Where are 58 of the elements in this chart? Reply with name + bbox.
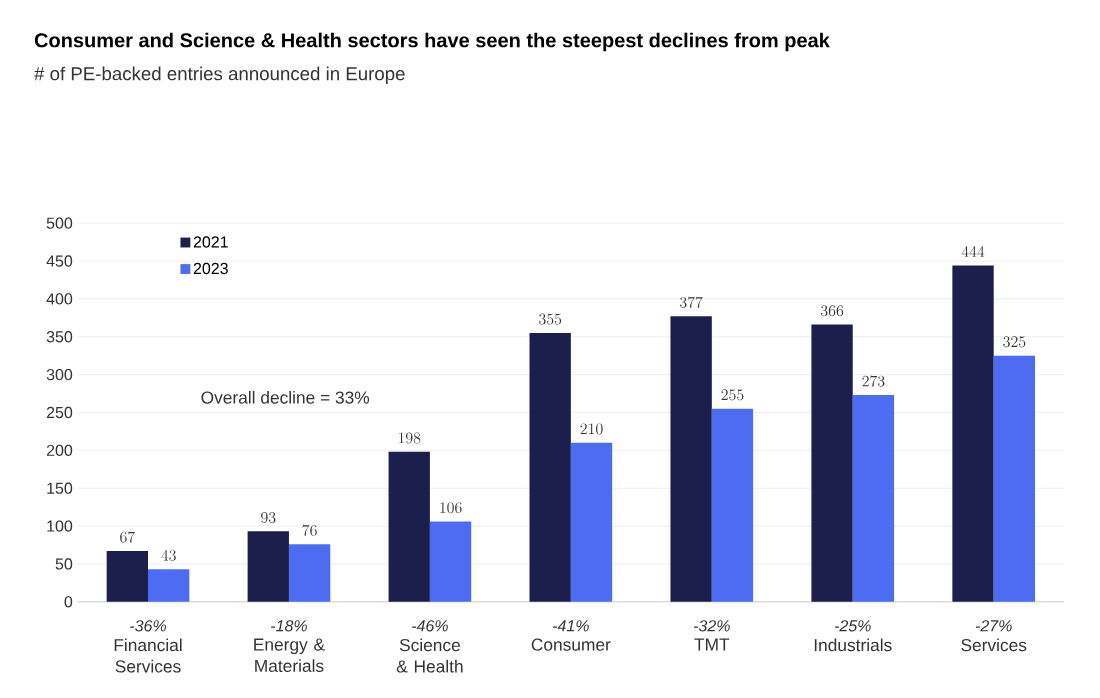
bar <box>811 324 853 602</box>
data-label: 76 <box>302 524 317 536</box>
y-tick-label: 250 <box>46 406 73 419</box>
bar <box>529 332 571 602</box>
text: -25% <box>834 620 871 632</box>
data-label: 273 <box>862 375 885 387</box>
bar <box>711 408 754 602</box>
x-tick-label: Consumer <box>531 638 611 651</box>
data-label: 444 <box>961 246 985 257</box>
y-tick-label: 350 <box>46 331 73 343</box>
y-tick-label: 300 <box>46 368 73 381</box>
y-tick-label: 200 <box>46 444 73 456</box>
text: -46% <box>412 620 448 632</box>
data-label: 255 <box>721 389 744 401</box>
data-label: 93 <box>261 512 276 523</box>
data-label: 198 <box>398 432 421 444</box>
data-label: 210 <box>580 423 603 435</box>
legend-label: 2023 <box>193 262 228 275</box>
x-tick-label: Science & Health <box>396 638 463 673</box>
text: -32% <box>693 620 730 632</box>
y-tick-label: 0 <box>64 596 73 608</box>
bar <box>148 569 190 602</box>
bar <box>670 316 712 602</box>
bar <box>247 531 289 602</box>
x-tick-label: Industrials <box>814 638 892 652</box>
bar <box>570 442 613 602</box>
x-tick-label: Financial Services <box>114 638 182 673</box>
text: -18% <box>271 620 307 632</box>
bar <box>388 451 430 602</box>
data-label: 366 <box>820 305 844 317</box>
data-label: 325 <box>1003 336 1026 348</box>
data-label: 43 <box>161 549 176 561</box>
annotation: Overall decline = 33% <box>201 390 370 404</box>
text: -41% <box>552 620 589 632</box>
y-tick-label: 50 <box>55 558 73 570</box>
bar <box>952 265 994 602</box>
data-label: 377 <box>680 296 703 308</box>
chart-subtitle: # of PE-backed entries announced in Europe <box>34 66 405 85</box>
y-tick-label: 400 <box>46 293 73 305</box>
data-label: 106 <box>440 502 462 514</box>
data-label: 355 <box>539 313 562 325</box>
bar <box>852 395 895 602</box>
x-tick-label: TMT <box>694 638 730 651</box>
data-label: 67 <box>120 531 135 543</box>
x-tick-label: Energy & Materials <box>254 638 325 673</box>
text: -36% <box>130 620 166 632</box>
x-tick-label: Services <box>961 638 1027 652</box>
y-tick-label: 450 <box>46 255 73 267</box>
y-tick-label: 150 <box>47 482 73 494</box>
chart-title: Consumer and Science & Health sectors have seen the steepest declines from peak <box>34 32 830 52</box>
bar <box>429 521 472 602</box>
bar <box>288 544 331 602</box>
bar <box>993 355 1036 602</box>
y-tick-label: 500 <box>46 217 73 229</box>
legend-label: 2021 <box>193 236 228 248</box>
bar <box>106 551 149 602</box>
y-tick-label: 100 <box>47 520 73 532</box>
text: -27% <box>975 620 1012 632</box>
